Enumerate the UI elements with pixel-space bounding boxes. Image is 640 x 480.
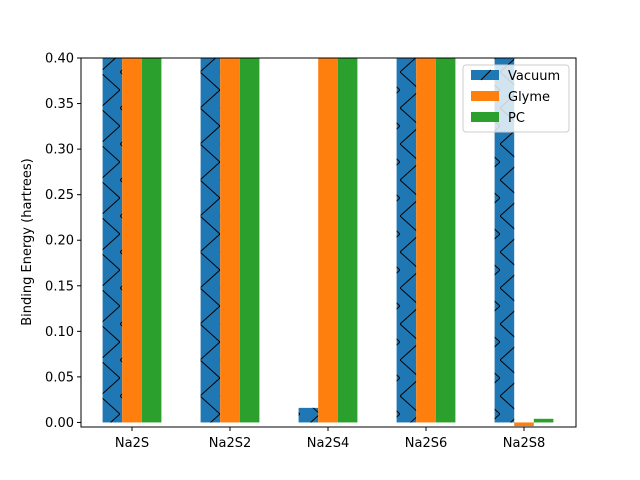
x-tick-label: Na2S8 <box>503 436 546 451</box>
y-tick-label: 0.35 <box>45 97 74 112</box>
bars-group <box>102 58 554 427</box>
legend-swatch-pc <box>471 112 499 122</box>
bar-glyme-na2s4 <box>318 58 338 423</box>
y-tick-label: 0.20 <box>45 234 74 249</box>
bar-pc-na2s <box>141 58 162 423</box>
legend-swatch-vacuum <box>471 70 499 80</box>
legend-swatch-glyme <box>471 91 499 101</box>
bar-hatch-vacuum-na2s4 <box>298 407 319 423</box>
y-axis-label: Binding Energy (hartrees) <box>20 158 35 326</box>
y-tick-label: 0.15 <box>45 279 74 294</box>
legend-label-glyme: Glyme <box>508 90 550 105</box>
legend-label-vacuum: Vacuum <box>508 69 560 84</box>
legend-label-pc: PC <box>508 111 525 126</box>
y-tick-label: 0.05 <box>45 370 74 385</box>
x-tick-label: Na2S2 <box>209 436 252 451</box>
y-tick-label: 0.25 <box>45 188 74 203</box>
bar-glyme-na2s2 <box>220 58 240 423</box>
x-tick-label: Na2S <box>115 436 149 451</box>
bar-pc-na2s2 <box>239 58 260 423</box>
x-tick-label: Na2S4 <box>307 436 350 451</box>
y-tick-label: 0.10 <box>45 325 74 340</box>
legend: Vacuum Glyme PC <box>462 64 570 133</box>
bar-glyme-na2s8 <box>514 422 534 427</box>
bar-hatch-vacuum-na2s6 <box>396 58 417 423</box>
x-axis: Na2S Na2S2 Na2S4 Na2S6 Na2S8 <box>115 427 545 451</box>
y-axis: 0.00 0.05 0.10 0.15 0.20 0.25 0.30 0.35 0.40 <box>45 52 81 431</box>
bar-pc-na2s4 <box>337 58 358 423</box>
bar-hatch-vacuum-na2s8 <box>494 58 515 423</box>
x-tick-label: Na2S6 <box>405 436 448 451</box>
y-tick-label: 0.30 <box>45 143 74 158</box>
bar-pc-na2s6 <box>435 58 456 423</box>
legend-hatch-mark <box>480 69 492 81</box>
bar-glyme-na2s6 <box>416 58 436 423</box>
bar-pc-na2s8 <box>533 418 554 423</box>
y-tick-label: 0.40 <box>45 52 74 67</box>
bar-hatch-vacuum-na2s2 <box>200 58 221 423</box>
bar-glyme-na2s <box>122 58 142 423</box>
bar-hatch-vacuum-na2s <box>102 58 123 423</box>
y-tick-label: 0.00 <box>45 416 74 431</box>
